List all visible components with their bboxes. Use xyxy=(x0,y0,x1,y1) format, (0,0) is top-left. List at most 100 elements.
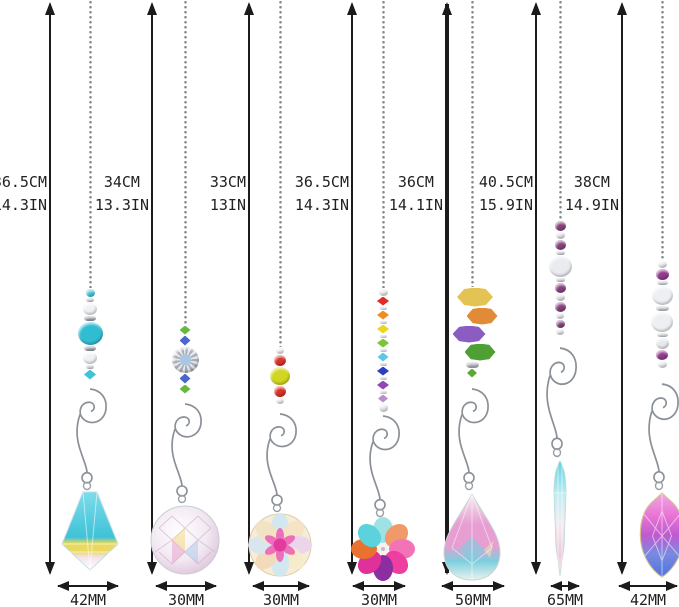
bead xyxy=(379,334,387,338)
length-label-7: 38CM 14.9IN xyxy=(564,173,619,214)
length-label-6: 40.5CM 15.9IN xyxy=(478,173,533,214)
hanging-chain xyxy=(381,0,386,288)
bead xyxy=(555,231,565,239)
bead xyxy=(556,328,564,335)
bead xyxy=(179,384,191,394)
spiral-hook-icon xyxy=(458,388,489,491)
hanging-chain xyxy=(558,0,563,220)
bead xyxy=(554,282,566,293)
bead xyxy=(276,347,284,354)
bead xyxy=(657,260,667,268)
bead xyxy=(467,368,477,378)
length-arrow-icon xyxy=(535,4,537,573)
bead xyxy=(655,268,669,280)
bead xyxy=(377,366,389,376)
bead xyxy=(179,373,191,384)
bead xyxy=(465,361,479,368)
bead xyxy=(377,338,389,348)
bead-stack xyxy=(65,288,115,380)
bead xyxy=(274,354,286,366)
hanging-chain xyxy=(470,0,475,287)
width-arrow-icon xyxy=(155,581,217,591)
width-arrow-icon xyxy=(57,581,119,591)
width-label-1: 42MM xyxy=(69,591,107,607)
hanging-chain xyxy=(183,0,188,325)
bead xyxy=(379,348,387,352)
bead xyxy=(457,287,493,307)
bead xyxy=(452,325,486,343)
length-label-5: 36CM 14.1IN xyxy=(388,173,443,214)
bead-stack xyxy=(447,287,498,378)
width-arrow-icon xyxy=(550,581,580,591)
pendant-leaf-icon xyxy=(639,491,679,578)
bead xyxy=(84,345,96,351)
bead xyxy=(377,310,389,320)
length-label-4: 36.5CM 14.3IN xyxy=(294,173,349,214)
bead xyxy=(555,250,565,255)
bead xyxy=(270,366,290,385)
pendant-ball-icon xyxy=(150,505,220,575)
length-arrow-icon xyxy=(49,4,51,573)
width-arrow-icon xyxy=(352,581,406,591)
width-arrow-icon xyxy=(252,581,310,591)
width-label-5: 50MM xyxy=(454,591,492,607)
hanging-chain xyxy=(88,0,93,288)
bead xyxy=(179,335,191,346)
bead-stack xyxy=(255,347,305,404)
bead xyxy=(656,280,668,285)
length-label-3: 33CM 13IN xyxy=(209,173,246,214)
spiral-hook-icon xyxy=(76,388,107,491)
bead xyxy=(84,315,96,321)
bead xyxy=(377,352,389,362)
bead xyxy=(379,376,387,380)
bead xyxy=(85,288,95,297)
bead xyxy=(555,277,565,282)
bead xyxy=(77,321,103,345)
length-arrow-icon xyxy=(445,4,449,573)
pendant-icicle-icon xyxy=(553,460,567,577)
hanging-chain xyxy=(660,0,665,260)
width-label-6: 65MM xyxy=(546,591,584,607)
bead xyxy=(171,346,199,373)
bead xyxy=(379,306,387,310)
bead xyxy=(377,324,389,334)
spiral-hook-icon xyxy=(369,415,400,518)
length-arrow-icon xyxy=(351,4,353,573)
pendant-flower-icon xyxy=(248,513,312,577)
spiral-hook-icon xyxy=(546,347,577,458)
bead xyxy=(86,364,94,369)
length-label-2: 34CM 13.3IN xyxy=(94,173,149,214)
length-arrow-icon xyxy=(248,4,250,573)
bead xyxy=(377,296,389,306)
bead xyxy=(548,255,572,277)
length-arrow-icon xyxy=(151,4,153,573)
width-arrow-icon xyxy=(618,581,678,591)
hanging-chain xyxy=(278,0,283,347)
bead xyxy=(83,302,97,315)
length-arrow-icon xyxy=(621,4,623,573)
width-label-2: 30MM xyxy=(167,591,205,607)
bead-stack xyxy=(637,260,679,368)
bead xyxy=(379,362,387,366)
bead xyxy=(656,332,668,337)
bead xyxy=(651,311,673,332)
bead xyxy=(556,312,564,319)
pendant-teardrop-icon xyxy=(443,492,501,581)
bead xyxy=(179,325,191,335)
bead xyxy=(554,301,566,312)
bead xyxy=(377,380,389,390)
bead xyxy=(86,297,94,302)
bead xyxy=(554,220,566,231)
spiral-hook-icon xyxy=(171,403,202,504)
bead xyxy=(276,397,284,404)
bead xyxy=(379,390,387,394)
bead-stack xyxy=(358,288,408,412)
